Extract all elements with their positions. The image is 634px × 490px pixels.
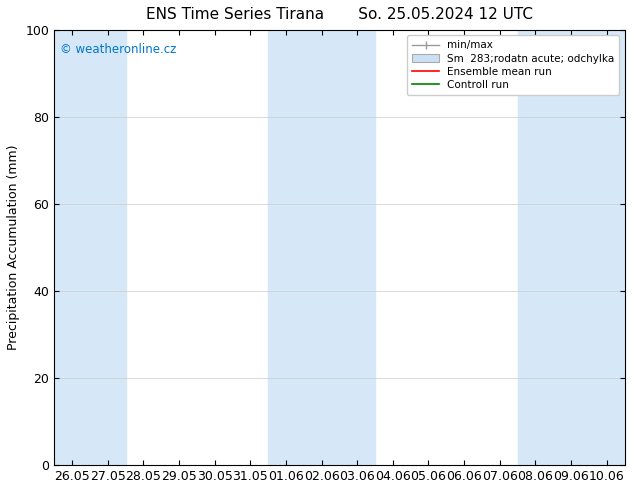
Bar [268,30,375,465]
Text: © weatheronline.cz: © weatheronline.cz [60,43,176,56]
Bar [55,30,126,465]
Y-axis label: Precipitation Accumulation (mm): Precipitation Accumulation (mm) [7,145,20,350]
Legend: min/max, Sm  283;rodatn acute; odchylka, Ensemble mean run, Controll run: min/max, Sm 283;rodatn acute; odchylka, … [407,35,619,95]
Title: ENS Time Series Tirana       So. 25.05.2024 12 UTC: ENS Time Series Tirana So. 25.05.2024 12… [146,7,533,22]
Bar [517,30,624,465]
